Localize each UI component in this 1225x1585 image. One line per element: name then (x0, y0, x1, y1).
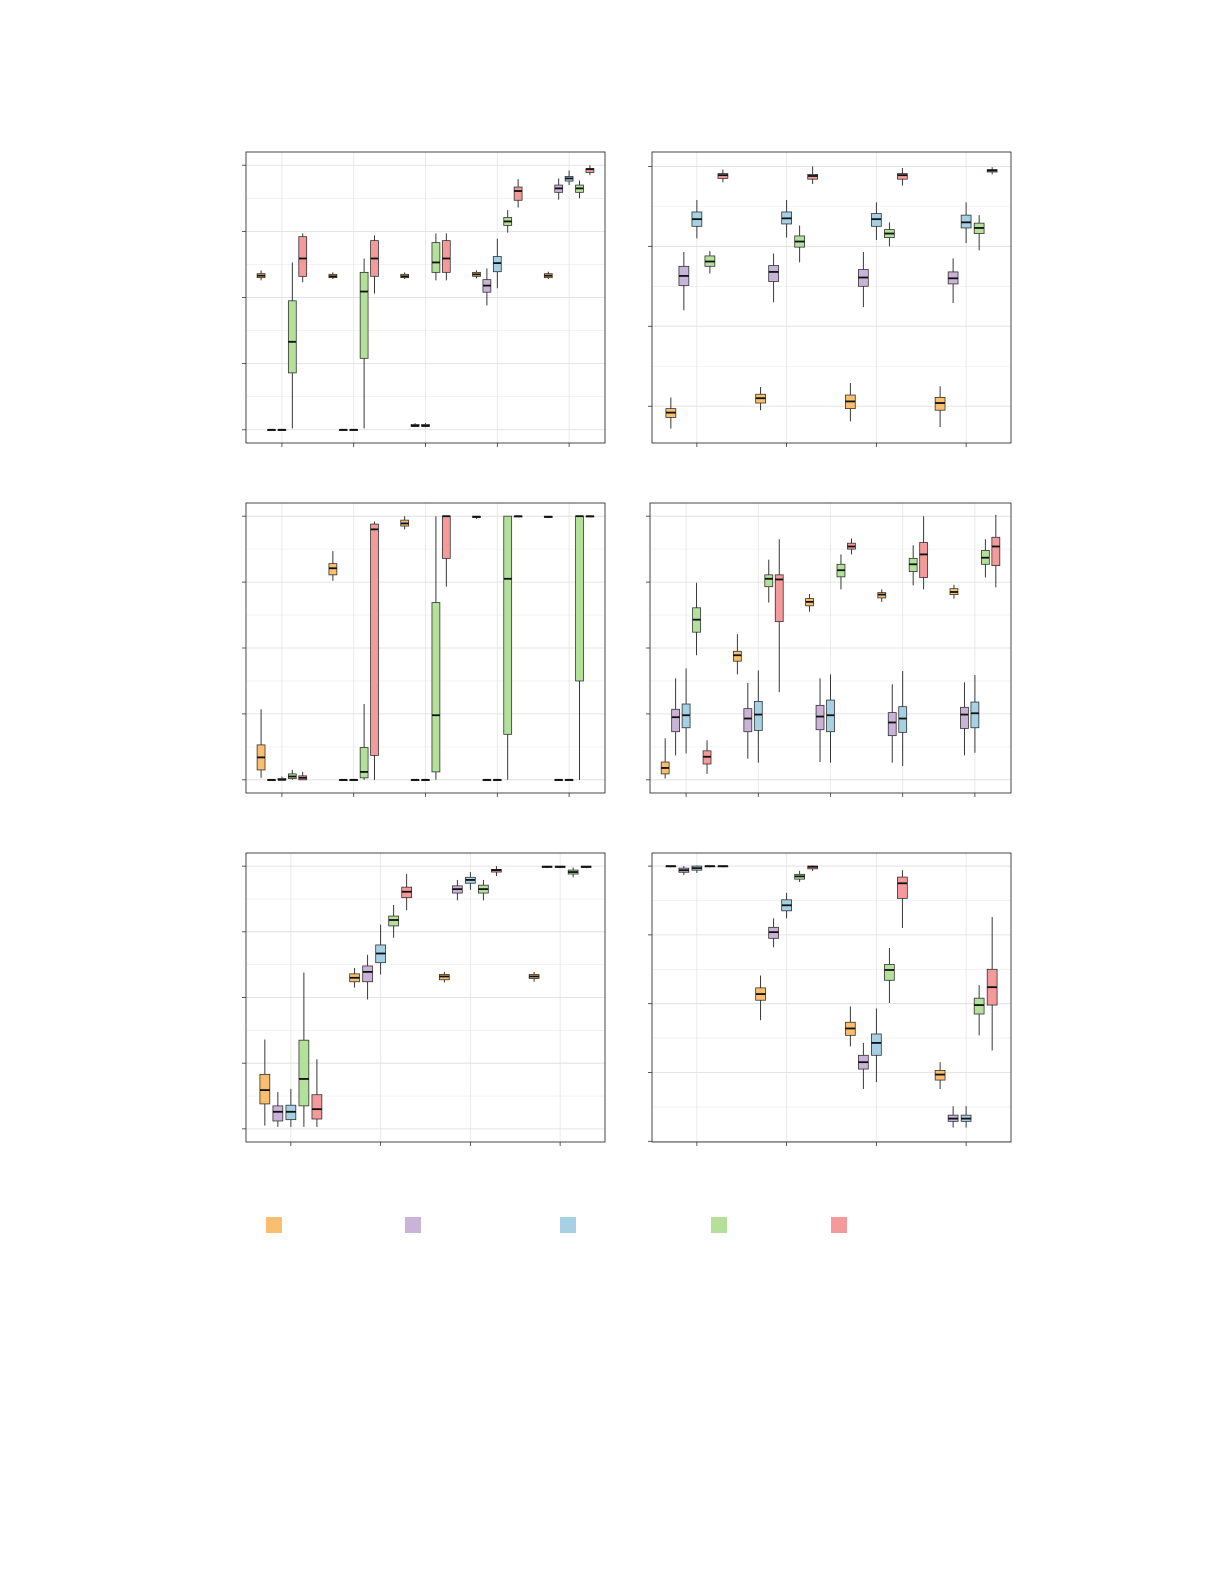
box (298, 236, 308, 277)
legend-swatch (560, 1217, 576, 1233)
box (575, 515, 584, 682)
plot-frame (651, 151, 1012, 444)
box (764, 574, 774, 588)
plot-frame (245, 502, 606, 794)
box (970, 701, 980, 729)
box (259, 1073, 271, 1105)
plot-frame (245, 852, 606, 1143)
box (311, 1094, 323, 1120)
box (359, 271, 369, 359)
box (884, 964, 895, 981)
box (887, 712, 897, 737)
box (871, 1033, 882, 1056)
box (431, 602, 441, 773)
box (272, 1105, 284, 1122)
box (362, 965, 373, 983)
box (753, 700, 763, 731)
box (973, 997, 985, 1015)
box (359, 747, 369, 779)
box (815, 704, 825, 731)
box (492, 256, 502, 273)
box (298, 1039, 310, 1107)
box (897, 876, 908, 899)
legend-swatch (405, 1217, 421, 1233)
box (671, 708, 681, 733)
box (743, 708, 753, 733)
plot-frame (651, 852, 1012, 1143)
box (370, 523, 379, 756)
legend-swatch (266, 1217, 282, 1233)
box (503, 515, 513, 735)
box (441, 240, 451, 273)
box (774, 574, 784, 623)
box (513, 186, 523, 201)
plot-frame (649, 502, 1012, 794)
box (919, 542, 929, 578)
box (388, 915, 399, 927)
box (328, 563, 338, 576)
box (897, 173, 908, 180)
box (431, 242, 441, 273)
legend-swatch (831, 1217, 847, 1233)
box (287, 300, 297, 374)
box (991, 536, 1001, 567)
box (441, 515, 451, 559)
box (960, 706, 969, 729)
box (768, 265, 779, 282)
box (898, 706, 908, 733)
plot-frame (245, 151, 606, 444)
box (732, 650, 742, 662)
legend-swatch (711, 1217, 727, 1233)
